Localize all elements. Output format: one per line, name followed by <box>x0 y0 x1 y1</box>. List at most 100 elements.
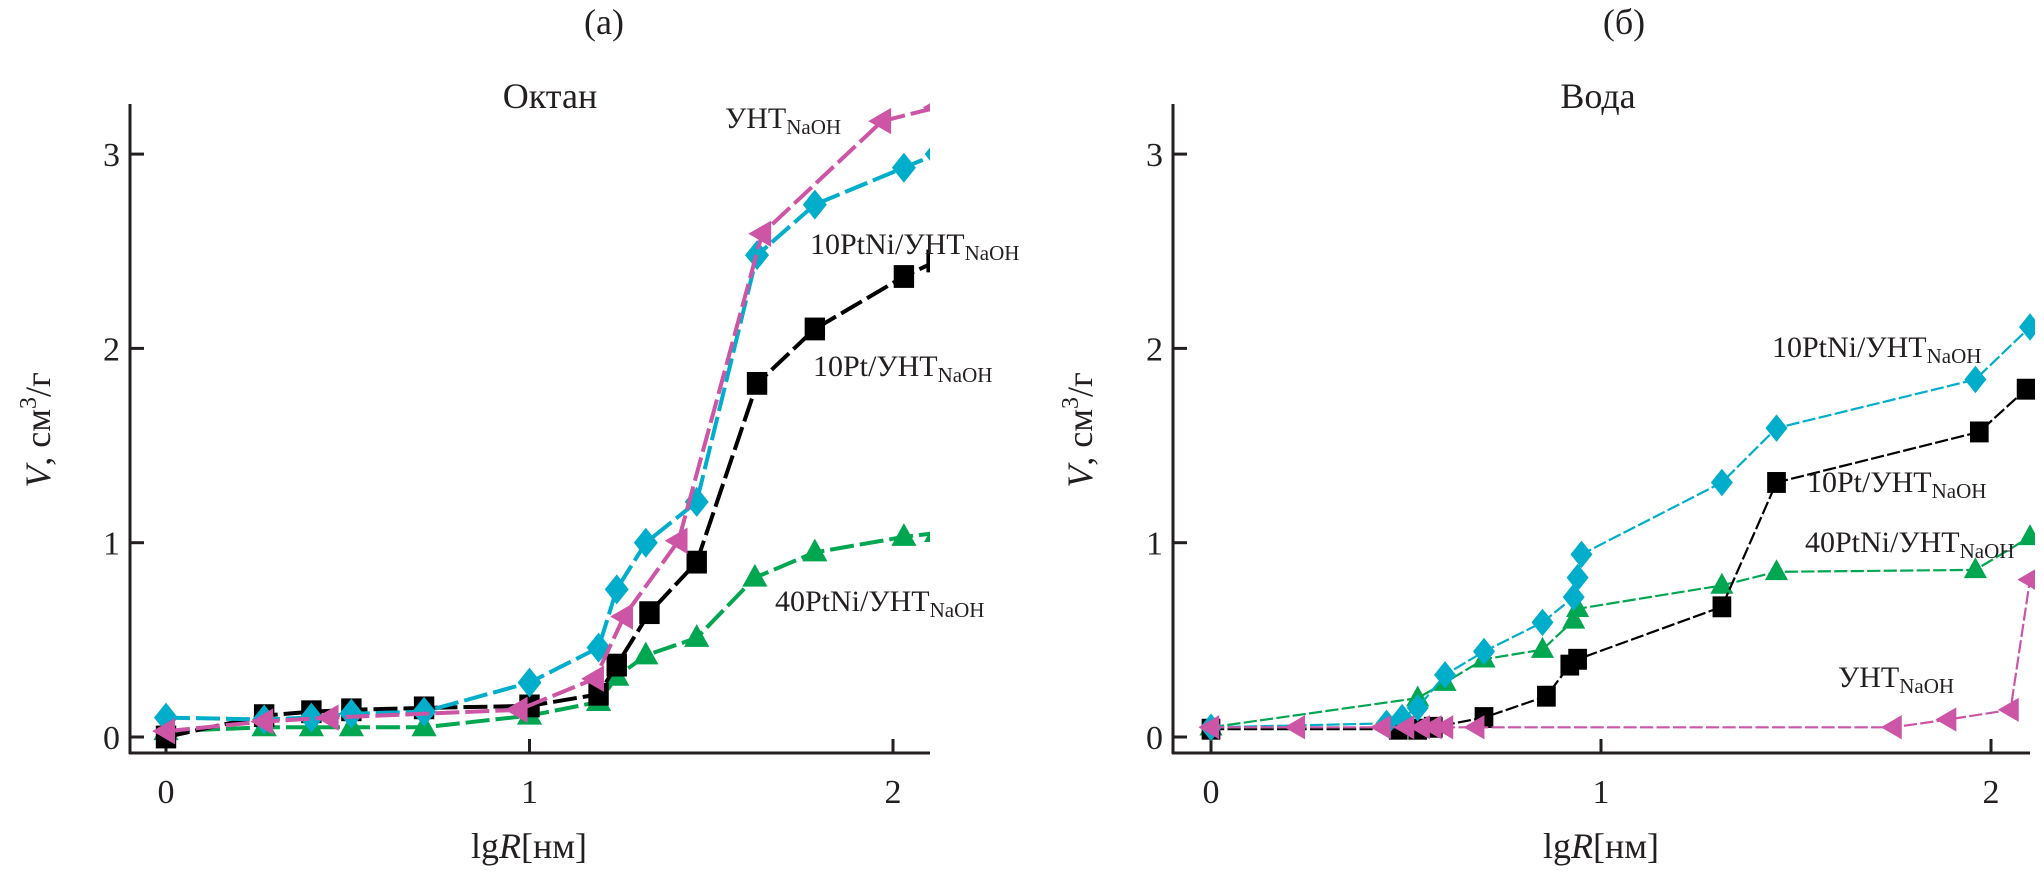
data-point-square <box>1712 596 1732 618</box>
x-tick-label: 0 <box>158 774 175 811</box>
panel-tag: (б) <box>1603 2 1645 42</box>
data-point-triangle-up <box>742 563 768 587</box>
data-point-square <box>1568 648 1587 670</box>
series-label-10ptni: 10PtNi/УНТNaOH <box>1772 331 1981 368</box>
data-point-diamond <box>802 189 827 220</box>
series-line <box>1210 535 2031 729</box>
series-label-40ptni: 40PtNi/УНТNaOH <box>775 585 984 622</box>
data-point-diamond <box>1710 468 1733 497</box>
data-point-diamond <box>339 698 364 729</box>
x-tick-label: 2 <box>885 774 902 811</box>
series--naoh <box>152 103 930 745</box>
y-axis-label-exp: 3 <box>1058 397 1084 409</box>
x-axis-label-lg: lg <box>1543 826 1571 866</box>
data-point-diamond <box>891 152 916 183</box>
data-point-square <box>804 317 826 341</box>
data-point-triangle-left <box>315 704 339 731</box>
data-point-triangle-up <box>1764 559 1789 581</box>
data-point-square <box>1537 685 1556 707</box>
series-label-10pt: 10Pt/УНТNaOH <box>813 350 992 387</box>
data-point-square <box>746 371 768 395</box>
data-point-diamond <box>604 574 629 605</box>
series-label-40ptni: 40PtNi/УНТNaOH <box>1805 526 2014 563</box>
x-axis-label: lgR[нм] <box>471 826 587 866</box>
data-point-triangle-left <box>1408 715 1430 740</box>
x-ticks: 0 1 2 <box>158 739 902 811</box>
x-tick-label: 1 <box>1593 774 1610 811</box>
data-point-triangle-up <box>1710 572 1734 594</box>
data-point-diamond <box>1473 637 1495 666</box>
series-line <box>165 107 930 734</box>
y-ticks: 0 1 2 3 <box>103 137 144 757</box>
data-point-triangle-left <box>1393 715 1415 740</box>
data-point-triangle-left <box>868 107 892 135</box>
data-point-triangle-left <box>1369 715 1391 740</box>
x-axis-label-unit: [нм] <box>521 826 587 866</box>
data-point-diamond <box>1531 608 1554 637</box>
series-line <box>165 531 930 734</box>
data-point-triangle-left <box>1432 715 1454 740</box>
data-point-triangle-up <box>1530 636 1555 658</box>
data-point-triangle-left <box>2017 569 2035 590</box>
data-point-diamond <box>1570 540 1593 569</box>
data-point-triangle-up <box>924 531 930 542</box>
data-point-triangle-up <box>1963 557 1987 579</box>
x-tick-label: 2 <box>1983 774 2000 811</box>
data-point-square <box>893 265 915 288</box>
data-point-square <box>639 601 660 625</box>
data-point-triangle-left <box>1880 715 1902 740</box>
data-point-triangle-left <box>922 103 930 112</box>
data-point-square <box>606 653 627 677</box>
data-point-triangle-left <box>664 527 688 554</box>
series-group <box>1198 313 2035 742</box>
chart-title: Октан <box>503 76 597 116</box>
y-tick-label: 1 <box>1146 526 1163 563</box>
y-ticks: 0 1 2 3 <box>1146 137 1187 757</box>
y-axis-label-exp: 3 <box>16 397 42 409</box>
data-point-square <box>1767 472 1786 493</box>
x-tick-label: 0 <box>1203 774 1220 811</box>
x-axis-label-unit: [нм] <box>1593 826 1659 866</box>
data-point-triangle-up <box>891 523 917 546</box>
data-point-diamond <box>299 702 324 733</box>
data-point-square <box>1969 421 1989 443</box>
x-axis-label: lgR[нм] <box>1543 826 1659 866</box>
y-tick-label: 1 <box>103 526 120 563</box>
data-point-triangle-up <box>684 624 710 647</box>
y-tick-label: 0 <box>103 720 120 757</box>
data-point-triangle-left <box>748 220 772 247</box>
data-point-diamond <box>1434 661 1456 689</box>
y-axis-label: V, см3/г <box>16 372 58 488</box>
series-label-10ptni: 10PtNi/УНТNaOH <box>810 228 1019 265</box>
data-point-triangle-left <box>1284 715 1306 740</box>
data-point-diamond <box>2019 313 2035 341</box>
data-point-triangle-left <box>1935 707 1957 732</box>
data-point-square <box>686 550 707 574</box>
y-axis-label-var: V <box>18 462 58 488</box>
series-label-cnt: УНТNaOH <box>725 102 841 139</box>
data-point-triangle-up <box>2018 524 2035 546</box>
x-ticks: 0 1 2 <box>1203 739 2000 811</box>
data-point-diamond <box>1566 563 1589 592</box>
x-axis-label-var: R <box>498 826 521 866</box>
data-point-diamond <box>1964 365 1987 394</box>
data-point-triangle-left <box>250 708 274 735</box>
y-axis-label-unit1: , см <box>1060 409 1100 466</box>
series-line <box>1211 579 2032 729</box>
data-point-diamond <box>1765 414 1788 442</box>
data-point-triangle-up <box>1562 607 1586 629</box>
data-point-triangle-left <box>1997 697 2019 722</box>
y-tick-label: 3 <box>103 137 120 174</box>
y-axis-label-var: V <box>1060 462 1100 488</box>
data-point-diamond <box>924 147 930 161</box>
data-point-diamond <box>1406 694 1429 722</box>
data-point-triangle-left <box>581 665 604 692</box>
data-point-triangle-left <box>152 717 175 745</box>
x-tick-label: 1 <box>521 774 538 811</box>
data-point-triangle-up <box>633 641 659 665</box>
y-axis-label-unit1: , см <box>18 409 58 466</box>
data-point-triangle-up <box>802 538 828 562</box>
